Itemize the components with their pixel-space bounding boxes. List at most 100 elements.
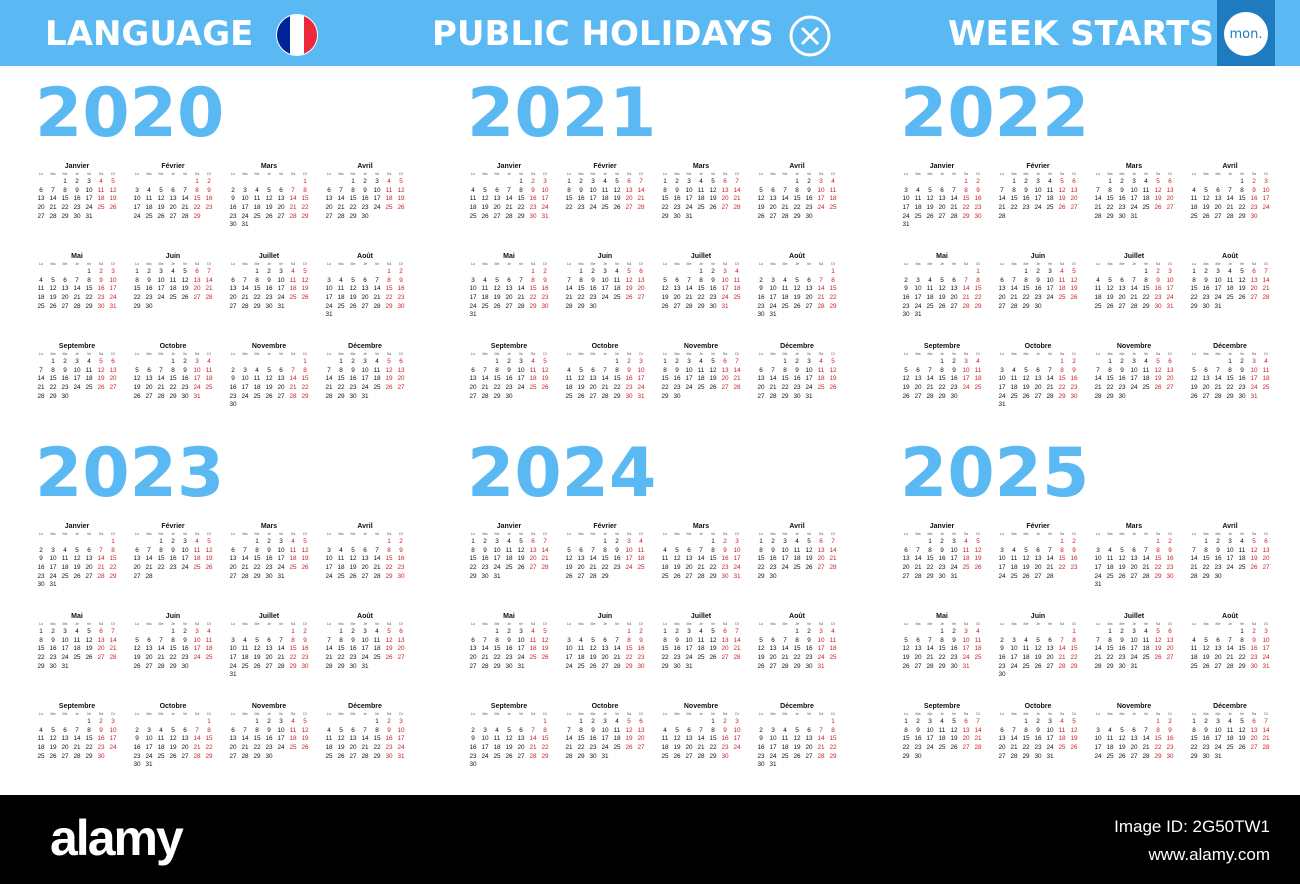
- day-cell: 3: [543, 178, 547, 185]
- month-calendar: Janvier Lu Ma Me Je Ve Sa Di 1 2 3 4 5 6 7 8 9 10 11 12 13 14…: [35, 522, 119, 590]
- day-cell: 11: [697, 186, 705, 194]
- month-name: Septembre: [923, 703, 961, 710]
- weekday-header: Je: [171, 712, 175, 716]
- day-cell: 10: [637, 366, 645, 374]
- day-cell: 29: [253, 302, 261, 310]
- day-cell: 27: [1250, 744, 1258, 752]
- day-cell: 31: [902, 221, 910, 229]
- day-cell: 3: [111, 268, 115, 275]
- day-cell: 13: [397, 366, 405, 374]
- day-cell: 13: [61, 285, 69, 293]
- day-cell: 28: [277, 662, 285, 670]
- day-cell: 10: [517, 636, 525, 644]
- day-cell: 20: [325, 204, 333, 212]
- day-cell: 9: [759, 285, 763, 293]
- day-cell: 16: [974, 195, 982, 203]
- day-cell: 1: [339, 628, 343, 635]
- day-cell: 2: [267, 538, 271, 545]
- day-cell: 23: [181, 654, 189, 662]
- day-cell: 20: [902, 564, 910, 572]
- day-cell: 24: [277, 744, 285, 752]
- week-start-button[interactable]: mon.: [1217, 0, 1275, 66]
- empty-cell: [323, 538, 335, 547]
- day-cell: 10: [1262, 186, 1270, 194]
- day-cell: 16: [97, 735, 105, 743]
- day-cell: 3: [243, 186, 247, 194]
- day-cell: 14: [1142, 555, 1150, 563]
- day-cell: 8: [663, 636, 667, 644]
- day-cell: 19: [97, 375, 105, 383]
- day-cell: 1: [1144, 268, 1148, 275]
- day-cell: 8: [964, 186, 968, 194]
- day-cell: 14: [517, 285, 525, 293]
- day-cell: 26: [517, 564, 525, 572]
- day-cell: 5: [1108, 276, 1112, 284]
- day-cell: 6: [1168, 178, 1172, 185]
- day-cell: 6: [327, 186, 331, 194]
- empty-cell: [996, 628, 1008, 637]
- france-flag-icon[interactable]: [276, 14, 318, 56]
- month-name: Mai: [71, 253, 83, 260]
- day-cell: 15: [1058, 555, 1066, 563]
- day-cell: 29: [469, 572, 477, 580]
- month-calendar: Juin Lu Ma Me Je Ve Sa Di 1 2 3 4 5 6 7 8 9 10 11 12 13 14 15 1…: [563, 612, 647, 671]
- day-cell: 14: [361, 735, 369, 743]
- day-cell: 15: [661, 645, 669, 653]
- day-cell: 10: [1226, 546, 1234, 554]
- day-cell: 21: [962, 294, 970, 302]
- day-cell: 9: [1120, 366, 1124, 374]
- month-name: Novembre: [1116, 343, 1152, 350]
- day-cell: 21: [181, 204, 189, 212]
- empty-cell: [587, 538, 599, 547]
- day-cell: 20: [721, 375, 729, 383]
- day-cell: 5: [351, 276, 355, 284]
- day-cell: 30: [229, 401, 237, 409]
- day-cell: 5: [339, 726, 343, 734]
- day-cell: 24: [926, 744, 934, 752]
- day-cell: 15: [1238, 195, 1246, 203]
- month-grid: Lu Ma Me Je Ve Sa Di 1 2 3 4 5 6 7 8 9 10 11 12 13 14 15 16 17 1…: [563, 171, 647, 213]
- day-cell: 26: [709, 654, 717, 662]
- weekday-header: Je: [171, 532, 175, 536]
- month-name: Janvier: [929, 523, 955, 530]
- day-cell: 2: [771, 538, 775, 545]
- day-cell: 22: [1190, 744, 1198, 752]
- day-cell: 25: [829, 654, 837, 662]
- month-name: Décembre: [780, 343, 814, 350]
- weekday-header: Me: [158, 622, 164, 626]
- day-cell: 25: [85, 384, 93, 392]
- weekday-header: Me: [350, 532, 356, 536]
- day-cell: 7: [916, 546, 920, 554]
- day-cell: 2: [75, 178, 79, 185]
- weekday-header: Sa: [722, 622, 728, 626]
- empty-cell: [155, 178, 167, 187]
- x-circle-icon[interactable]: [788, 14, 832, 58]
- weekday-header: Me: [686, 172, 692, 176]
- day-cell: 5: [87, 628, 91, 635]
- day-cell: 5: [711, 178, 715, 185]
- day-cell: 15: [829, 735, 837, 743]
- weekday-header: Lu: [663, 622, 667, 626]
- day-cell: 27: [169, 212, 177, 220]
- day-cell: 9: [39, 555, 43, 563]
- day-cell: 6: [771, 186, 775, 194]
- weekday-header: Ma: [146, 352, 152, 356]
- day-cell: 16: [265, 735, 273, 743]
- day-cell: 14: [914, 555, 922, 563]
- weekday-header: Me: [590, 172, 596, 176]
- day-cell: 30: [145, 302, 153, 310]
- day-cell: 8: [1156, 726, 1160, 734]
- week-starts-label: WEEK STARTS: [948, 14, 1214, 54]
- day-cell: 24: [769, 752, 777, 760]
- day-cell: 27: [397, 654, 405, 662]
- day-cell: 20: [685, 564, 693, 572]
- day-cell: 2: [807, 178, 811, 185]
- weekday-header: Lu: [759, 352, 763, 356]
- day-cell: 24: [1250, 384, 1258, 392]
- day-cell: 26: [169, 752, 177, 760]
- day-cell: 11: [505, 546, 513, 554]
- day-cell: 11: [529, 366, 537, 374]
- empty-cell: [503, 718, 515, 727]
- day-cell: 20: [181, 744, 189, 752]
- day-cell: 23: [793, 384, 801, 392]
